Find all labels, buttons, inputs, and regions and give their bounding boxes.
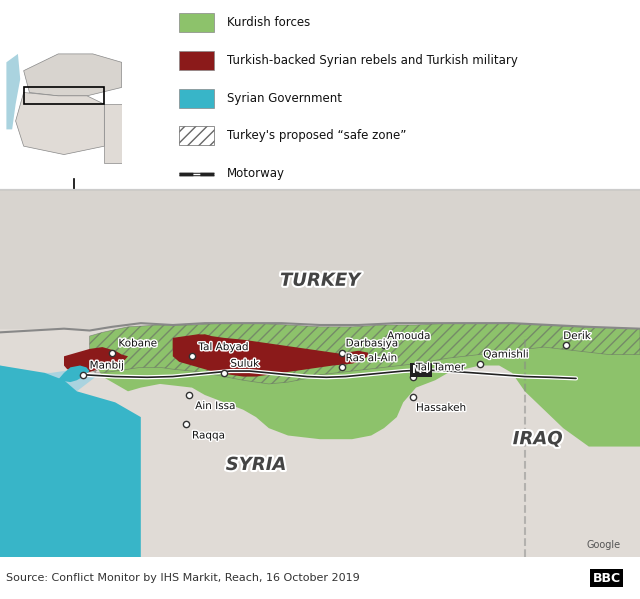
- Polygon shape: [333, 351, 368, 362]
- FancyBboxPatch shape: [179, 13, 214, 32]
- Polygon shape: [173, 334, 365, 377]
- Polygon shape: [211, 356, 230, 364]
- Text: IRAQ: IRAQ: [513, 430, 563, 448]
- Polygon shape: [173, 334, 211, 349]
- Text: Turkish-backed Syrian rebels and Turkish military: Turkish-backed Syrian rebels and Turkish…: [227, 54, 518, 67]
- Polygon shape: [6, 54, 20, 129]
- Text: Hassakeh: Hassakeh: [416, 403, 467, 413]
- Text: Motorway: Motorway: [227, 167, 285, 180]
- Text: BBC: BBC: [593, 571, 621, 585]
- Text: Raqqa: Raqqa: [192, 431, 225, 440]
- Text: Tal Tamer: Tal Tamer: [416, 362, 465, 373]
- Polygon shape: [15, 92, 104, 155]
- Text: Suluk: Suluk: [230, 359, 259, 368]
- Polygon shape: [104, 104, 122, 163]
- Text: Turkey's proposed “safe zone”: Turkey's proposed “safe zone”: [227, 129, 406, 143]
- Text: Tal Abyad: Tal Abyad: [198, 342, 248, 352]
- Polygon shape: [24, 54, 122, 96]
- Polygon shape: [58, 365, 90, 382]
- Polygon shape: [90, 323, 640, 446]
- Text: Darbasiya: Darbasiya: [346, 338, 398, 349]
- Text: Source: Conflict Monitor by IHS Markit, Reach, 16 October 2019: Source: Conflict Monitor by IHS Markit, …: [6, 573, 360, 583]
- Text: Syrian Government: Syrian Government: [227, 92, 342, 105]
- FancyBboxPatch shape: [179, 89, 214, 108]
- Polygon shape: [64, 347, 128, 373]
- Text: Manbij: Manbij: [90, 361, 124, 371]
- Polygon shape: [275, 358, 301, 367]
- Bar: [24, 87, 104, 104]
- Polygon shape: [320, 323, 640, 375]
- Text: SYRIA: SYRIA: [226, 456, 286, 474]
- Polygon shape: [0, 365, 141, 557]
- FancyBboxPatch shape: [179, 126, 214, 146]
- Text: Ain Issa: Ain Issa: [195, 401, 236, 411]
- Text: Derik: Derik: [563, 331, 591, 341]
- Text: Qamishli: Qamishli: [483, 349, 529, 359]
- Text: TURKEY: TURKEY: [280, 272, 360, 290]
- Text: Amouda: Amouda: [387, 331, 431, 341]
- FancyBboxPatch shape: [179, 51, 214, 70]
- Text: Ras al-Ain: Ras al-Ain: [346, 353, 397, 363]
- Text: Google: Google: [587, 540, 621, 550]
- Text: Kobane: Kobane: [118, 338, 157, 349]
- Text: Kurdish forces: Kurdish forces: [227, 16, 310, 29]
- Text: M4: M4: [412, 365, 430, 375]
- Polygon shape: [0, 365, 96, 557]
